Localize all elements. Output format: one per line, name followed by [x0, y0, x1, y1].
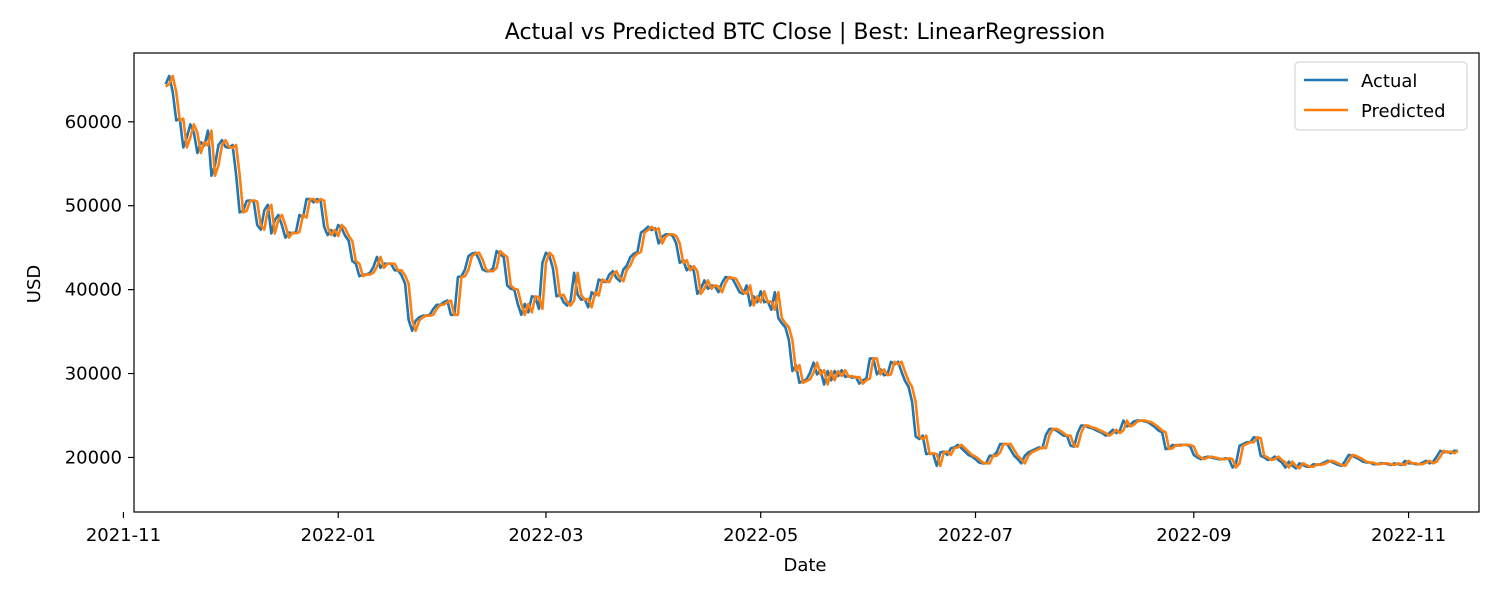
- y-tick-label: 30000: [65, 364, 122, 385]
- y-tick-label: 50000: [65, 196, 122, 217]
- x-tick-label: 2022-09: [1156, 525, 1231, 546]
- legend-label-predicted: Predicted: [1361, 101, 1446, 122]
- x-tick-label: 2022-07: [938, 525, 1013, 546]
- plot-area: [133, 52, 1480, 513]
- plot-frame: [133, 52, 1480, 513]
- x-tick-label: 2021-11: [86, 525, 161, 546]
- x-tick-label: 2022-11: [1371, 525, 1446, 546]
- series-layer: [164, 74, 1459, 470]
- y-tick-label: 60000: [65, 112, 122, 133]
- chart-title: Actual vs Predicted BTC Close | Best: Li…: [505, 20, 1105, 45]
- x-tick-label: 2022-01: [301, 525, 376, 546]
- y-tick-label: 20000: [65, 447, 122, 468]
- x-tick-label: 2022-05: [723, 525, 798, 546]
- series-line-actual: [164, 74, 1458, 470]
- y-axis: 20000 30000 40000 50000 60000: [65, 112, 134, 468]
- x-axis-label: Date: [783, 555, 826, 576]
- legend: Actual Predicted: [1294, 61, 1468, 131]
- y-axis-label: USD: [24, 265, 45, 303]
- x-axis: 2021-11 2022-01 2022-03 2022-05 2022-07 2022-…: [86, 512, 1446, 546]
- legend-label-actual: Actual: [1361, 71, 1417, 92]
- series-line-predicted: [164, 74, 1459, 470]
- y-tick-label: 40000: [65, 280, 122, 301]
- x-tick-label: 2022-03: [508, 525, 583, 546]
